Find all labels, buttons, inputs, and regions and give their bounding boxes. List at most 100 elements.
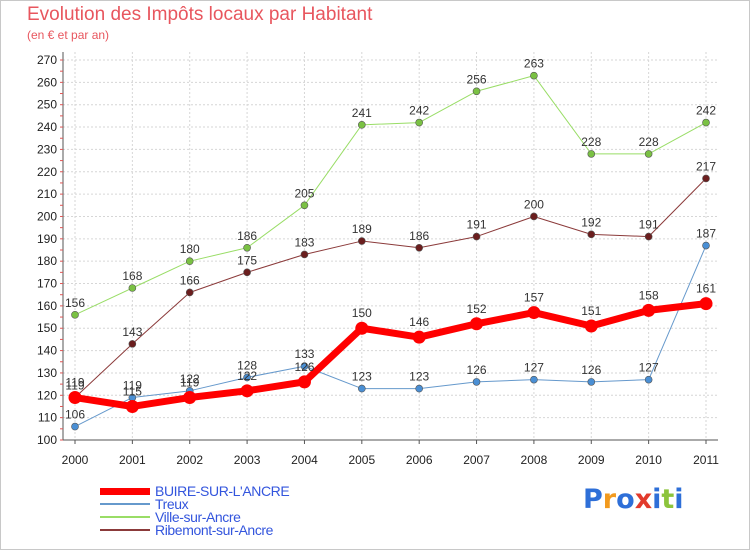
logo-letter: x [634,484,653,515]
data-label: 115 [123,384,142,398]
legend-swatch [100,503,150,505]
data-label: 192 [581,215,601,229]
data-label: 187 [696,227,716,241]
logo-letter: i [652,484,662,515]
data-point [358,237,366,245]
data-label: 123 [352,370,372,384]
data-label: 242 [696,104,716,118]
data-point [243,243,251,252]
data-label: 106 [65,408,85,422]
data-label: 166 [180,273,200,287]
x-tick-label: 2006 [406,453,433,467]
data-point [183,391,197,405]
data-point [642,303,656,317]
x-tick-label: 2003 [234,453,261,467]
y-tick-label: 130 [37,366,57,380]
y-tick-label: 160 [37,299,57,313]
data-label: 126 [467,363,487,377]
y-tick-label: 230 [37,142,57,156]
x-tick-label: 2005 [348,453,375,467]
data-point [243,268,251,277]
data-point [472,378,481,386]
data-label: 241 [352,106,372,120]
logo-letter: o [616,484,635,515]
data-label: 168 [122,269,142,283]
legend-label: Ville-sur-Ancre [155,509,241,525]
y-tick-label: 270 [37,53,57,67]
data-label: 175 [237,253,257,267]
data-label: 126 [581,363,601,377]
x-tick-label: 2004 [291,453,318,467]
series-line [74,245,707,428]
data-label: 242 [409,104,429,118]
y-tick-label: 110 [38,411,57,425]
x-tick-label: 2008 [521,453,548,467]
data-point [243,373,251,382]
logo-letter: t [661,484,675,515]
data-label: 191 [639,218,659,232]
data-label: 256 [467,72,487,86]
data-label: 200 [524,197,544,211]
data-point [300,250,309,259]
legend-swatch [100,516,150,518]
data-point [644,232,653,241]
data-point [71,311,79,319]
data-label: 122 [180,372,200,386]
legend-item: Ville-sur-Ancre [100,509,360,525]
data-point [185,257,194,265]
data-point [355,321,369,335]
series-line [71,300,710,410]
y-tick-label: 100 [37,433,57,447]
data-label: 205 [294,186,314,200]
y-tick-label: 190 [37,232,57,246]
y-tick-label: 140 [37,344,57,358]
x-tick-label: 2011 [693,453,719,467]
x-tick-label: 2002 [176,453,203,467]
data-point [702,174,710,183]
data-point [527,306,541,320]
data-label: 119 [123,379,142,393]
data-label: 122 [237,369,257,383]
data-label: 119 [65,376,84,390]
y-tick-label: 170 [37,277,57,291]
data-label: 151 [581,304,601,318]
data-point [584,319,598,333]
legend-label: Ribemont-sur-Ancre [155,522,274,538]
data-label: 128 [237,358,257,372]
y-tick-label: 260 [37,75,57,89]
data-point [300,201,309,210]
y-tick-label: 150 [37,321,57,335]
data-label: 186 [409,229,429,243]
data-point [699,297,713,311]
y-tick-label: 240 [37,120,57,134]
data-label: 150 [352,306,372,320]
data-point [472,87,481,96]
data-point [71,422,79,431]
data-label: 143 [122,325,142,339]
legend-label: Treux [155,496,189,512]
data-label: 127 [639,361,659,375]
legend-swatch [100,487,150,495]
data-point [358,384,366,393]
logo-letter: P [583,484,603,515]
data-label: 157 [524,291,544,305]
data-point [587,150,596,158]
y-tick-label: 120 [37,388,57,402]
data-label: 119 [65,379,84,393]
chart-title: Evolution des Impôts locaux par Habitant [27,4,373,25]
data-label: 191 [467,218,487,232]
series-line [74,177,707,399]
data-label: 263 [524,57,544,71]
data-point [415,118,423,127]
data-label: 133 [294,347,314,361]
data-label: 152 [467,302,487,316]
data-point [530,71,538,80]
data-point [530,375,538,384]
data-point [68,391,82,405]
data-point [530,212,538,221]
data-point [358,121,366,129]
chart-subtitle: (en € et par an) [27,28,110,42]
data-label: 123 [409,370,429,384]
data-point [128,284,137,292]
data-point [412,330,426,344]
